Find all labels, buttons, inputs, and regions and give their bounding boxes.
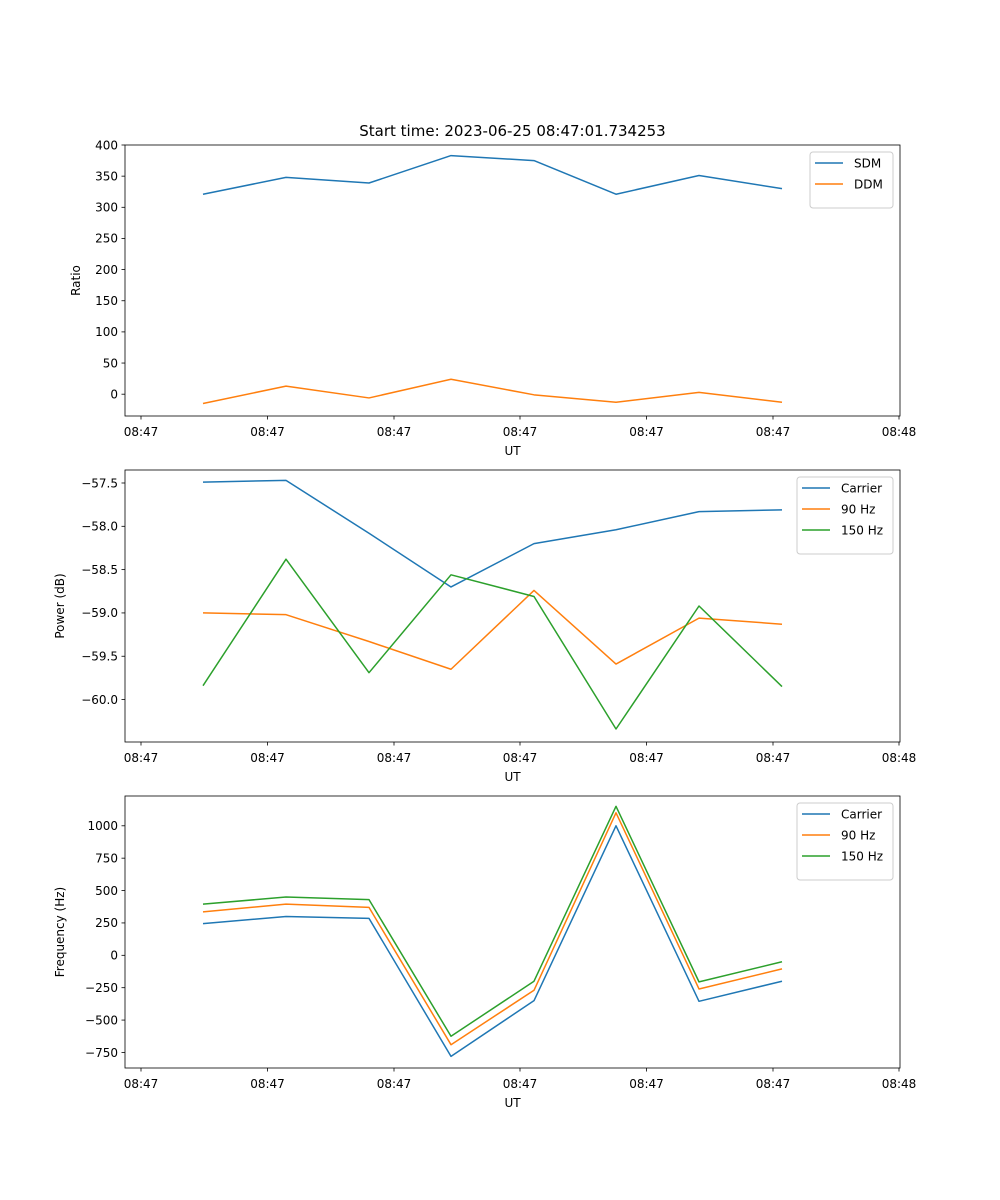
axes-frame: [124, 469, 901, 743]
x-tick-label: 08:47: [629, 425, 664, 439]
series-line-1: [202, 154, 783, 195]
x-tick-label: 08:47: [629, 1077, 664, 1091]
x-tick-label: 08:47: [250, 1077, 285, 1091]
legend-label: 150 Hz: [841, 524, 883, 538]
x-axis-label: UT: [504, 444, 521, 458]
series-line-2: [202, 589, 783, 670]
y-tick-label: 300: [95, 201, 118, 215]
x-tick-label: 08:48: [882, 425, 917, 439]
x-tick-label: 08:47: [503, 425, 538, 439]
legend-label: Carrier: [841, 808, 882, 822]
series-line-1: [202, 479, 783, 588]
y-axis-label: Power (dB): [53, 573, 67, 638]
x-tick-label: 08:47: [756, 425, 791, 439]
x-axis-label: UT: [504, 1096, 521, 1110]
legend-frame: [809, 151, 894, 209]
y-tick-label: −60.0: [81, 693, 118, 707]
x-tick-label: 08:47: [503, 1077, 538, 1091]
x-tick-label: 08:47: [124, 1077, 159, 1091]
x-tick-label: 08:47: [377, 425, 412, 439]
y-tick-label: 250: [95, 916, 118, 930]
y-tick-label: 100: [95, 325, 118, 339]
series-line-1: [202, 825, 783, 1058]
y-tick-label: −57.5: [81, 476, 118, 490]
series-line-2: [202, 812, 783, 1046]
legend-label: SDM: [854, 157, 881, 171]
x-tick-label: 08:47: [124, 425, 159, 439]
x-tick-label: 08:47: [377, 1077, 412, 1091]
y-tick-label: 50: [103, 356, 118, 370]
y-tick-label: 400: [95, 138, 118, 152]
x-tick-label: 08:48: [882, 1077, 917, 1091]
series-line-3: [202, 558, 783, 730]
x-axis-label: UT: [504, 770, 521, 784]
y-tick-label: 250: [95, 232, 118, 246]
y-tick-label: −59.5: [81, 650, 118, 664]
axes-frame: [124, 795, 901, 1069]
y-tick-label: 0: [110, 387, 118, 401]
x-tick-label: 08:47: [503, 751, 538, 765]
series-line-3: [202, 805, 783, 1038]
x-tick-label: 08:47: [250, 751, 285, 765]
chart-panel-3: 08:47 08:47 08:47 08:47 08:47 08:47 08:48 −750 −…: [53, 795, 917, 1110]
y-tick-label: −750: [85, 1046, 118, 1060]
y-tick-label: −58.5: [81, 563, 118, 577]
legend-frame: [796, 802, 894, 881]
y-axis-label: Frequency (Hz): [53, 887, 67, 978]
axes-frame: [124, 144, 901, 417]
legend-frame: [796, 476, 894, 555]
y-tick-label: 200: [95, 263, 118, 277]
y-tick-label: 750: [95, 851, 118, 865]
y-tick-label: −58.0: [81, 520, 118, 534]
figure-title: Start time: 2023-06-25 08:47:01.734253: [359, 122, 665, 140]
y-tick-label: 500: [95, 884, 118, 898]
x-tick-label: 08:47: [629, 751, 664, 765]
chart-panel-2: 08:47 08:47 08:47 08:47 08:47 08:47 08:48 −60.0…: [53, 469, 917, 784]
y-tick-label: −59.0: [81, 606, 118, 620]
y-tick-label: 1000: [87, 819, 118, 833]
legend-label: 90 Hz: [841, 829, 875, 843]
y-tick-label: 350: [95, 169, 118, 183]
legend: Carrier 90 Hz 150 Hz: [796, 802, 894, 881]
x-tick-label: 08:47: [250, 425, 285, 439]
legend-label: 150 Hz: [841, 850, 883, 864]
x-tick-label: 08:47: [756, 751, 791, 765]
legend-label: DDM: [854, 178, 883, 192]
y-tick-label: 150: [95, 294, 118, 308]
y-tick-label: −500: [85, 1013, 118, 1027]
legend: SDM DDM: [809, 151, 894, 209]
series-line-2: [202, 378, 783, 405]
legend: Carrier 90 Hz 150 Hz: [796, 476, 894, 555]
x-tick-label: 08:47: [756, 1077, 791, 1091]
y-tick-label: −250: [85, 981, 118, 995]
x-tick-label: 08:47: [377, 751, 412, 765]
y-axis-label: Ratio: [69, 265, 83, 296]
legend-label: 90 Hz: [841, 503, 875, 517]
y-tick-label: 0: [110, 949, 118, 963]
panels: 08:47 08:47 08:47 08:47 08:47 08:47 08:48 0 50 10…: [53, 138, 916, 1110]
legend-label: Carrier: [841, 482, 882, 496]
chart-panel-1: 08:47 08:47 08:47 08:47 08:47 08:47 08:48 0 50 10…: [69, 138, 916, 458]
x-tick-label: 08:47: [124, 751, 159, 765]
x-tick-label: 08:48: [882, 751, 917, 765]
